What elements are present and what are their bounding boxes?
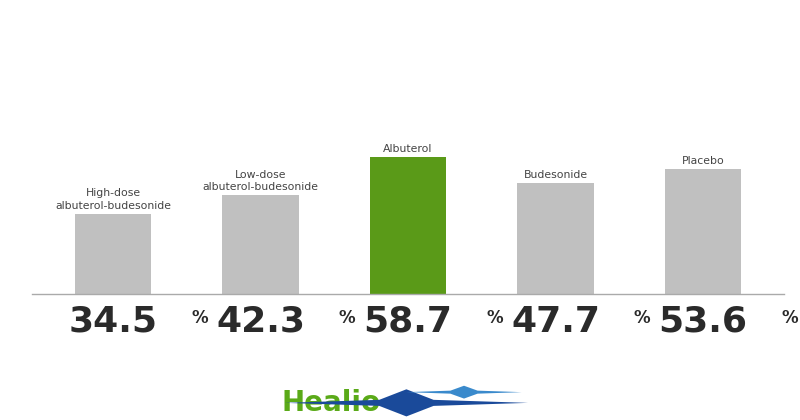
Text: %: %	[781, 309, 798, 327]
Text: 42.3: 42.3	[216, 304, 305, 339]
Text: 47.7: 47.7	[511, 304, 600, 339]
Text: %: %	[191, 309, 208, 327]
Text: High-dose
albuterol-budesonide: High-dose albuterol-budesonide	[55, 188, 171, 211]
Text: Albuterol: Albuterol	[383, 144, 433, 154]
Text: Low-dose
albuterol-budesonide: Low-dose albuterol-budesonide	[202, 170, 318, 192]
Text: Proportions of patients who experienced one
or more asthma deterioration over 12: Proportions of patients who experienced …	[126, 32, 674, 79]
Text: 34.5: 34.5	[69, 304, 158, 339]
Bar	[222, 195, 299, 294]
Bar	[665, 169, 742, 294]
Bar	[517, 183, 594, 294]
Bar	[370, 157, 446, 294]
Text: Placebo: Placebo	[682, 156, 724, 166]
Text: %: %	[338, 309, 355, 327]
Text: 53.6: 53.6	[658, 304, 747, 339]
Text: %: %	[486, 309, 502, 327]
Text: Healio: Healio	[282, 389, 381, 417]
Polygon shape	[406, 386, 522, 399]
Polygon shape	[285, 389, 528, 417]
Text: 58.7: 58.7	[363, 304, 453, 339]
Text: %: %	[634, 309, 650, 327]
Text: Budesonide: Budesonide	[523, 170, 587, 180]
Bar	[74, 213, 151, 294]
